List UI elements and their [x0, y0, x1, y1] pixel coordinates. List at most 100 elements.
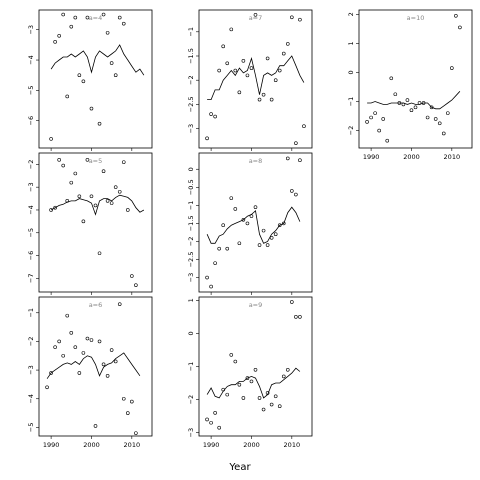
data-point — [294, 192, 298, 197]
panel-frame — [198, 152, 313, 293]
data-point — [229, 196, 234, 200]
data-point — [117, 15, 122, 20]
panel-3: a=10 −2 −1 0 1 2 1990 2000 2010 — [347, 9, 473, 161]
data-point — [290, 15, 294, 20]
data-point — [97, 251, 102, 256]
data-point — [117, 189, 122, 194]
panel-frame — [358, 9, 473, 149]
data-point — [277, 223, 282, 228]
data-point — [441, 131, 446, 136]
data-point — [65, 94, 70, 99]
data-point — [385, 138, 390, 143]
panel-title: a=10 — [407, 14, 425, 22]
data-point — [249, 379, 254, 384]
data-point — [53, 345, 57, 349]
panel-6: a=6 −5 −4 −3 −2 −1 1990 2000 2010 — [27, 296, 153, 449]
y-tick-label: −2.5 — [187, 97, 195, 113]
y-tick-label: −7 — [27, 274, 35, 284]
data-point — [365, 120, 369, 124]
data-point — [61, 163, 66, 168]
data-point — [281, 221, 286, 226]
data-point — [401, 102, 406, 107]
data-point — [281, 374, 286, 379]
data-point — [125, 411, 130, 415]
data-point — [113, 73, 118, 78]
data-point — [269, 402, 274, 407]
panel-frame — [38, 152, 153, 293]
data-point — [225, 61, 230, 66]
data-point — [81, 351, 86, 355]
data-point — [209, 284, 213, 289]
panel-title: a=4 — [89, 14, 103, 22]
data-point — [134, 283, 138, 287]
data-point — [93, 203, 98, 208]
y-tick-label: −0.5 — [187, 179, 195, 195]
y-tick-label: −1 — [187, 362, 195, 372]
y-tick-label: −3 — [187, 124, 195, 134]
data-point — [217, 425, 221, 430]
x-tick-label: 1990 — [43, 441, 60, 449]
data-point — [85, 15, 90, 20]
data-point — [285, 368, 290, 372]
data-point — [53, 205, 57, 210]
data-point — [393, 92, 398, 97]
y-tick-label: −2.5 — [187, 252, 195, 268]
data-point — [225, 392, 230, 397]
data-point — [89, 194, 94, 199]
data-point — [290, 300, 294, 304]
data-point — [53, 40, 57, 44]
data-point — [101, 12, 106, 17]
y-tick-label: −3 — [27, 365, 35, 375]
y-tick-label: 2 — [347, 12, 355, 16]
y-tick-label: −3 — [187, 428, 195, 438]
panel-1: a=4 −6 −5 −4 −3 — [27, 9, 153, 151]
data-point — [113, 359, 118, 364]
data-point — [273, 232, 278, 237]
x-tick-label: 2010 — [284, 441, 301, 449]
data-point — [294, 141, 298, 145]
data-point — [101, 169, 106, 174]
data-point — [105, 374, 110, 378]
data-point — [249, 66, 254, 70]
panel-title: a=6 — [89, 301, 103, 309]
data-point — [269, 236, 274, 240]
y-tick-label: −2 — [27, 337, 35, 347]
y-tick-label: 0 — [187, 331, 195, 335]
data-point — [261, 228, 266, 233]
y-tick-label: −2 — [187, 237, 195, 247]
data-point — [233, 207, 238, 211]
data-point — [121, 21, 126, 26]
x-tick-label: 2010 — [444, 153, 461, 161]
data-point — [61, 353, 66, 358]
data-point — [265, 56, 270, 61]
data-point — [450, 66, 454, 70]
data-point — [89, 338, 94, 342]
data-point — [369, 115, 373, 120]
data-point — [298, 315, 302, 319]
data-point — [209, 420, 213, 425]
panel-title: a=8 — [249, 157, 263, 165]
panel-frame — [38, 296, 153, 437]
data-point — [45, 385, 49, 390]
data-point — [69, 331, 74, 335]
data-point — [290, 189, 294, 193]
panel-2: a=7 −3 −2.5 −2 −1.5 −1 — [187, 9, 313, 151]
data-point — [277, 68, 282, 73]
trend-line — [50, 44, 145, 76]
data-point — [121, 160, 126, 164]
data-point — [57, 33, 61, 38]
data-point — [49, 371, 53, 375]
data-point — [245, 376, 250, 380]
y-tick-label: −1 — [27, 308, 35, 318]
data-point — [277, 404, 282, 409]
y-tick-label: −5 — [27, 86, 35, 96]
y-tick-label: −3 — [27, 25, 35, 35]
data-point — [109, 348, 114, 352]
data-point — [105, 30, 110, 35]
data-point — [69, 180, 74, 185]
data-point — [389, 76, 394, 81]
data-point — [125, 208, 130, 212]
data-point — [85, 336, 90, 341]
x-tick-label: 2000 — [403, 153, 420, 161]
